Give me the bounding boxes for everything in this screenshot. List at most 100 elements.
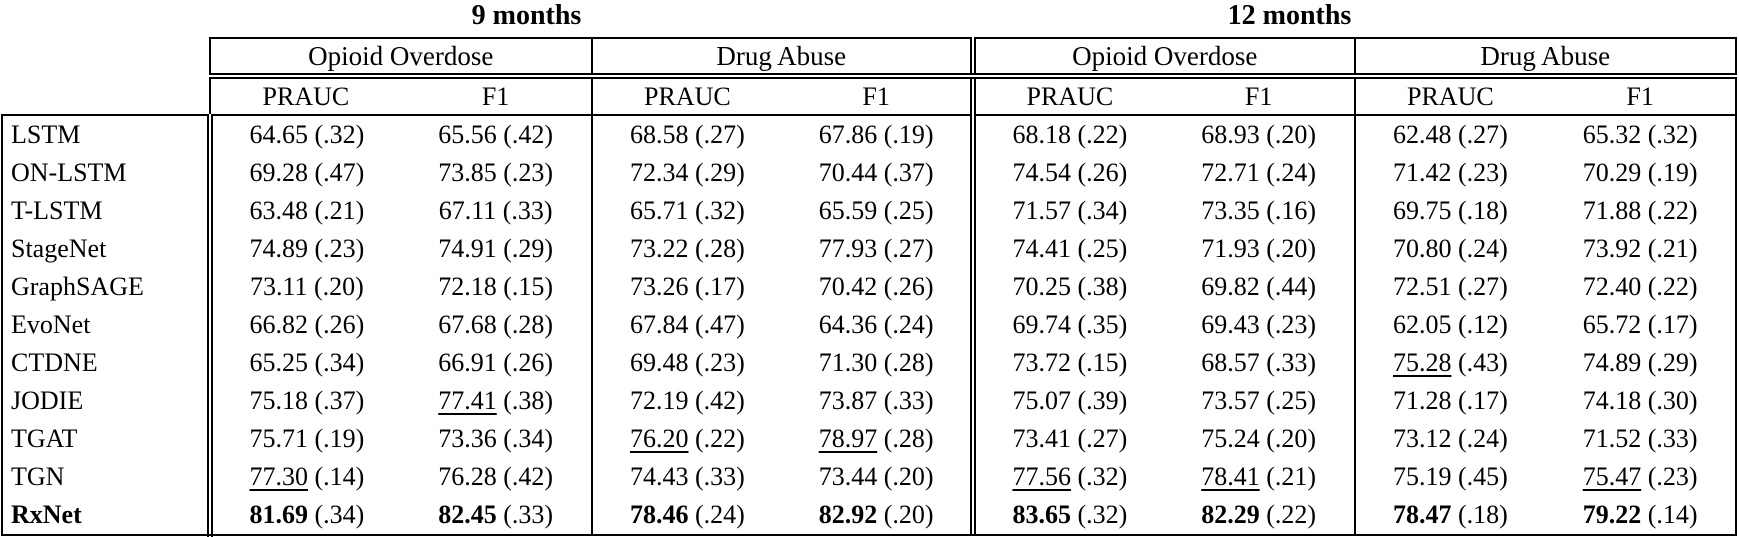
metric-header-prauc: PRAUC (590, 76, 783, 116)
table-row: GraphSAGE 73.11 (.20) 72.18 (.15) 73.26 (.1… (1, 268, 1737, 306)
metric-header-f1: F1 (782, 76, 973, 116)
metric-value: 78.97 (818, 424, 878, 453)
metric-std: (.32) (1070, 500, 1128, 529)
metric-std: (.34) (496, 424, 554, 453)
metric-std: (.47) (688, 310, 745, 339)
metric-value-cell: 70.80 (.24) (1353, 230, 1546, 268)
metric-std: (.29) (496, 234, 554, 263)
metric-value-cell: 72.34 (.29) (590, 154, 783, 192)
metric-value: 76.28 (438, 462, 497, 491)
metric-std: (.33) (1259, 348, 1317, 377)
metric-value: 73.35 (1201, 196, 1260, 225)
metric-std: (.24) (688, 500, 745, 529)
metric-std: (.24) (1451, 424, 1508, 453)
metric-value-cell: 73.26 (.17) (590, 268, 783, 306)
metric-value-cell: 71.57 (.34) (970, 192, 1164, 230)
metric-value-cell: 67.11 (.33) (401, 192, 592, 230)
metric-std: (.22) (1641, 272, 1698, 301)
metric-value: 75.24 (1201, 424, 1260, 453)
metric-value-cell: 71.88 (.22) (1545, 192, 1737, 230)
metric-value-cell: 77.30 (.14) (210, 458, 401, 496)
metric-value-cell: 78.97 (.28) (782, 420, 973, 458)
metric-value: 83.65 (1012, 500, 1071, 529)
metric-std: (.21) (307, 196, 365, 225)
metric-std: (.27) (877, 234, 934, 263)
metric-value-cell: 78.47 (.18) (1353, 496, 1546, 537)
period-header-12-months: 12 months (973, 0, 1736, 38)
metric-std: (.34) (307, 500, 365, 529)
metric-value-cell: 70.25 (.38) (970, 268, 1164, 306)
metric-value: 72.34 (629, 158, 689, 187)
metric-std: (.34) (1070, 196, 1128, 225)
metric-std: (.23) (1641, 462, 1698, 491)
metric-value-cell: 69.28 (.47) (210, 154, 401, 192)
metric-value: 65.72 (1582, 310, 1642, 339)
metric-value: 73.92 (1582, 234, 1642, 263)
metric-value-cell: 82.92 (.20) (782, 496, 973, 537)
metric-header-prauc: PRAUC (1353, 76, 1546, 116)
period-header-row: 9 months 12 months (2, 0, 1736, 38)
metric-std: (.23) (1451, 158, 1508, 187)
metric-value-cell: 73.35 (.16) (1164, 192, 1355, 230)
metric-value: 69.74 (1012, 310, 1071, 339)
metric-value: 77.30 (249, 462, 308, 491)
metric-value-cell: 74.89 (.29) (1545, 344, 1737, 382)
metric-value-cell: 68.58 (.27) (590, 114, 783, 154)
metric-value: 74.41 (1012, 234, 1071, 263)
metric-value: 74.43 (629, 462, 689, 491)
model-name: JODIE (1, 382, 213, 420)
metric-value-cell: 68.93 (.20) (1163, 114, 1355, 154)
metric-std: (.28) (688, 234, 745, 263)
metric-value-cell: 81.69 (.34) (210, 496, 401, 537)
table-row: JODIE 75.18 (.37) 77.41 (.38) 72.19 (.42) 73… (1, 382, 1737, 420)
metric-std: (.24) (877, 310, 934, 339)
model-name: EvoNet (1, 306, 213, 344)
metric-value: 75.07 (1012, 386, 1071, 415)
metric-std: (.37) (877, 158, 934, 187)
metric-std: (.28) (877, 424, 934, 453)
model-name: TGN (1, 458, 213, 496)
header-spacer (2, 38, 210, 76)
model-name: GraphSAGE (1, 268, 213, 306)
metric-value: 74.89 (249, 234, 308, 263)
metric-value-cell: 76.20 (.22) (590, 420, 783, 458)
metric-value-cell: 69.82 (.44) (1164, 268, 1355, 306)
metric-std: (.23) (688, 348, 745, 377)
period-label: 9 months (471, 0, 582, 31)
metric-std: (.26) (877, 272, 934, 301)
metric-value: 76.20 (629, 424, 689, 453)
model-name: LSTM (1, 114, 213, 154)
metric-value: 75.71 (249, 424, 308, 453)
metric-value: 74.89 (1582, 348, 1642, 377)
metric-value: 73.26 (629, 272, 689, 301)
metric-value: 82.29 (1201, 500, 1260, 529)
metric-value: 68.93 (1201, 120, 1260, 149)
metric-value-cell: 73.92 (.21) (1545, 230, 1737, 268)
metric-std: (.27) (1451, 272, 1508, 301)
period-label: 12 months (1227, 0, 1352, 31)
metric-std: (.28) (877, 348, 934, 377)
metric-std: (.35) (1070, 310, 1128, 339)
metric-value-cell: 72.40 (.22) (1545, 268, 1737, 306)
metric-value-cell: 72.18 (.15) (401, 268, 592, 306)
metric-value-cell: 69.43 (.23) (1164, 306, 1355, 344)
metric-header-row: PRAUC F1 PRAUC F1 PRAUC F1 PRAUC F1 (2, 76, 1737, 116)
metric-value-cell: 77.56 (.32) (970, 458, 1164, 496)
metric-std: (.27) (1451, 120, 1508, 149)
metric-value: 69.75 (1392, 196, 1452, 225)
model-name: StageNet (1, 230, 213, 268)
metric-value: 78.47 (1392, 500, 1452, 529)
metric-value-cell: 74.89 (.23) (210, 230, 401, 268)
header-spacer (2, 76, 210, 115)
table-row: EvoNet 66.82 (.26) 67.68 (.28) 67.84 (.47) 6… (1, 306, 1737, 344)
metric-value-cell: 82.45 (.33) (400, 496, 592, 537)
metric-value: 70.29 (1582, 158, 1642, 187)
metric-value: 71.52 (1582, 424, 1642, 453)
metric-std: (.19) (307, 424, 365, 453)
metric-value-cell: 73.44 (.20) (782, 458, 973, 496)
header-spacer (2, 0, 210, 38)
table-row: T-LSTM 63.48 (.21) 67.11 (.33) 65.71 (.32) 6… (1, 192, 1737, 230)
metric-value-cell: 65.25 (.34) (210, 344, 401, 382)
metric-std: (.15) (496, 272, 554, 301)
